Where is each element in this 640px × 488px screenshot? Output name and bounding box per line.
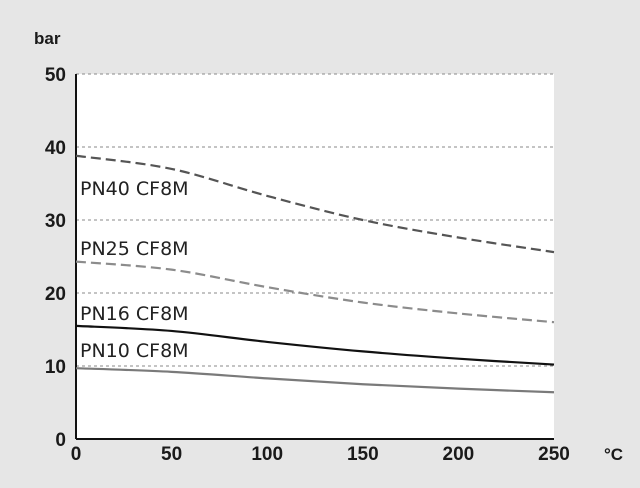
x-tick-label: 100 bbox=[251, 444, 283, 465]
x-tick-label: 150 bbox=[347, 444, 379, 465]
y-tick-label: 20 bbox=[45, 284, 66, 305]
y-tick-label: 30 bbox=[45, 211, 66, 232]
series-lines bbox=[75, 154, 555, 394]
gridlines bbox=[76, 73, 554, 367]
series-label-3: PN16 CF8M bbox=[80, 303, 189, 325]
y-tick-label: 40 bbox=[45, 138, 66, 159]
series-label-4: PN10 CF8M bbox=[80, 340, 189, 362]
y-axis-unit: bar bbox=[34, 29, 61, 48]
axes bbox=[75, 74, 554, 440]
x-tick-label: 0 bbox=[71, 444, 82, 465]
plot-area bbox=[76, 74, 554, 439]
series-line-4 bbox=[75, 367, 555, 394]
y-tick-label: 0 bbox=[55, 430, 66, 451]
series-line-3 bbox=[75, 324, 555, 366]
y-tick-label: 50 bbox=[45, 65, 66, 86]
tick-labels: 0 10 20 30 40 50 0 50 100 150 200 250 bbox=[45, 65, 570, 465]
series-label-1: PN40 CF8M bbox=[80, 178, 189, 200]
x-axis-unit: °C bbox=[604, 445, 623, 464]
x-tick-label: 200 bbox=[443, 444, 475, 465]
series-line-1 bbox=[75, 154, 555, 254]
series-line-2 bbox=[75, 260, 555, 324]
series-label-2: PN25 CF8M bbox=[80, 238, 189, 260]
y-tick-label: 10 bbox=[45, 357, 66, 378]
series-labels: PN40 CF8M PN25 CF8M PN16 CF8M PN10 CF8M bbox=[80, 178, 189, 362]
x-tick-label: 50 bbox=[161, 444, 182, 465]
x-tick-label: 250 bbox=[538, 444, 570, 465]
